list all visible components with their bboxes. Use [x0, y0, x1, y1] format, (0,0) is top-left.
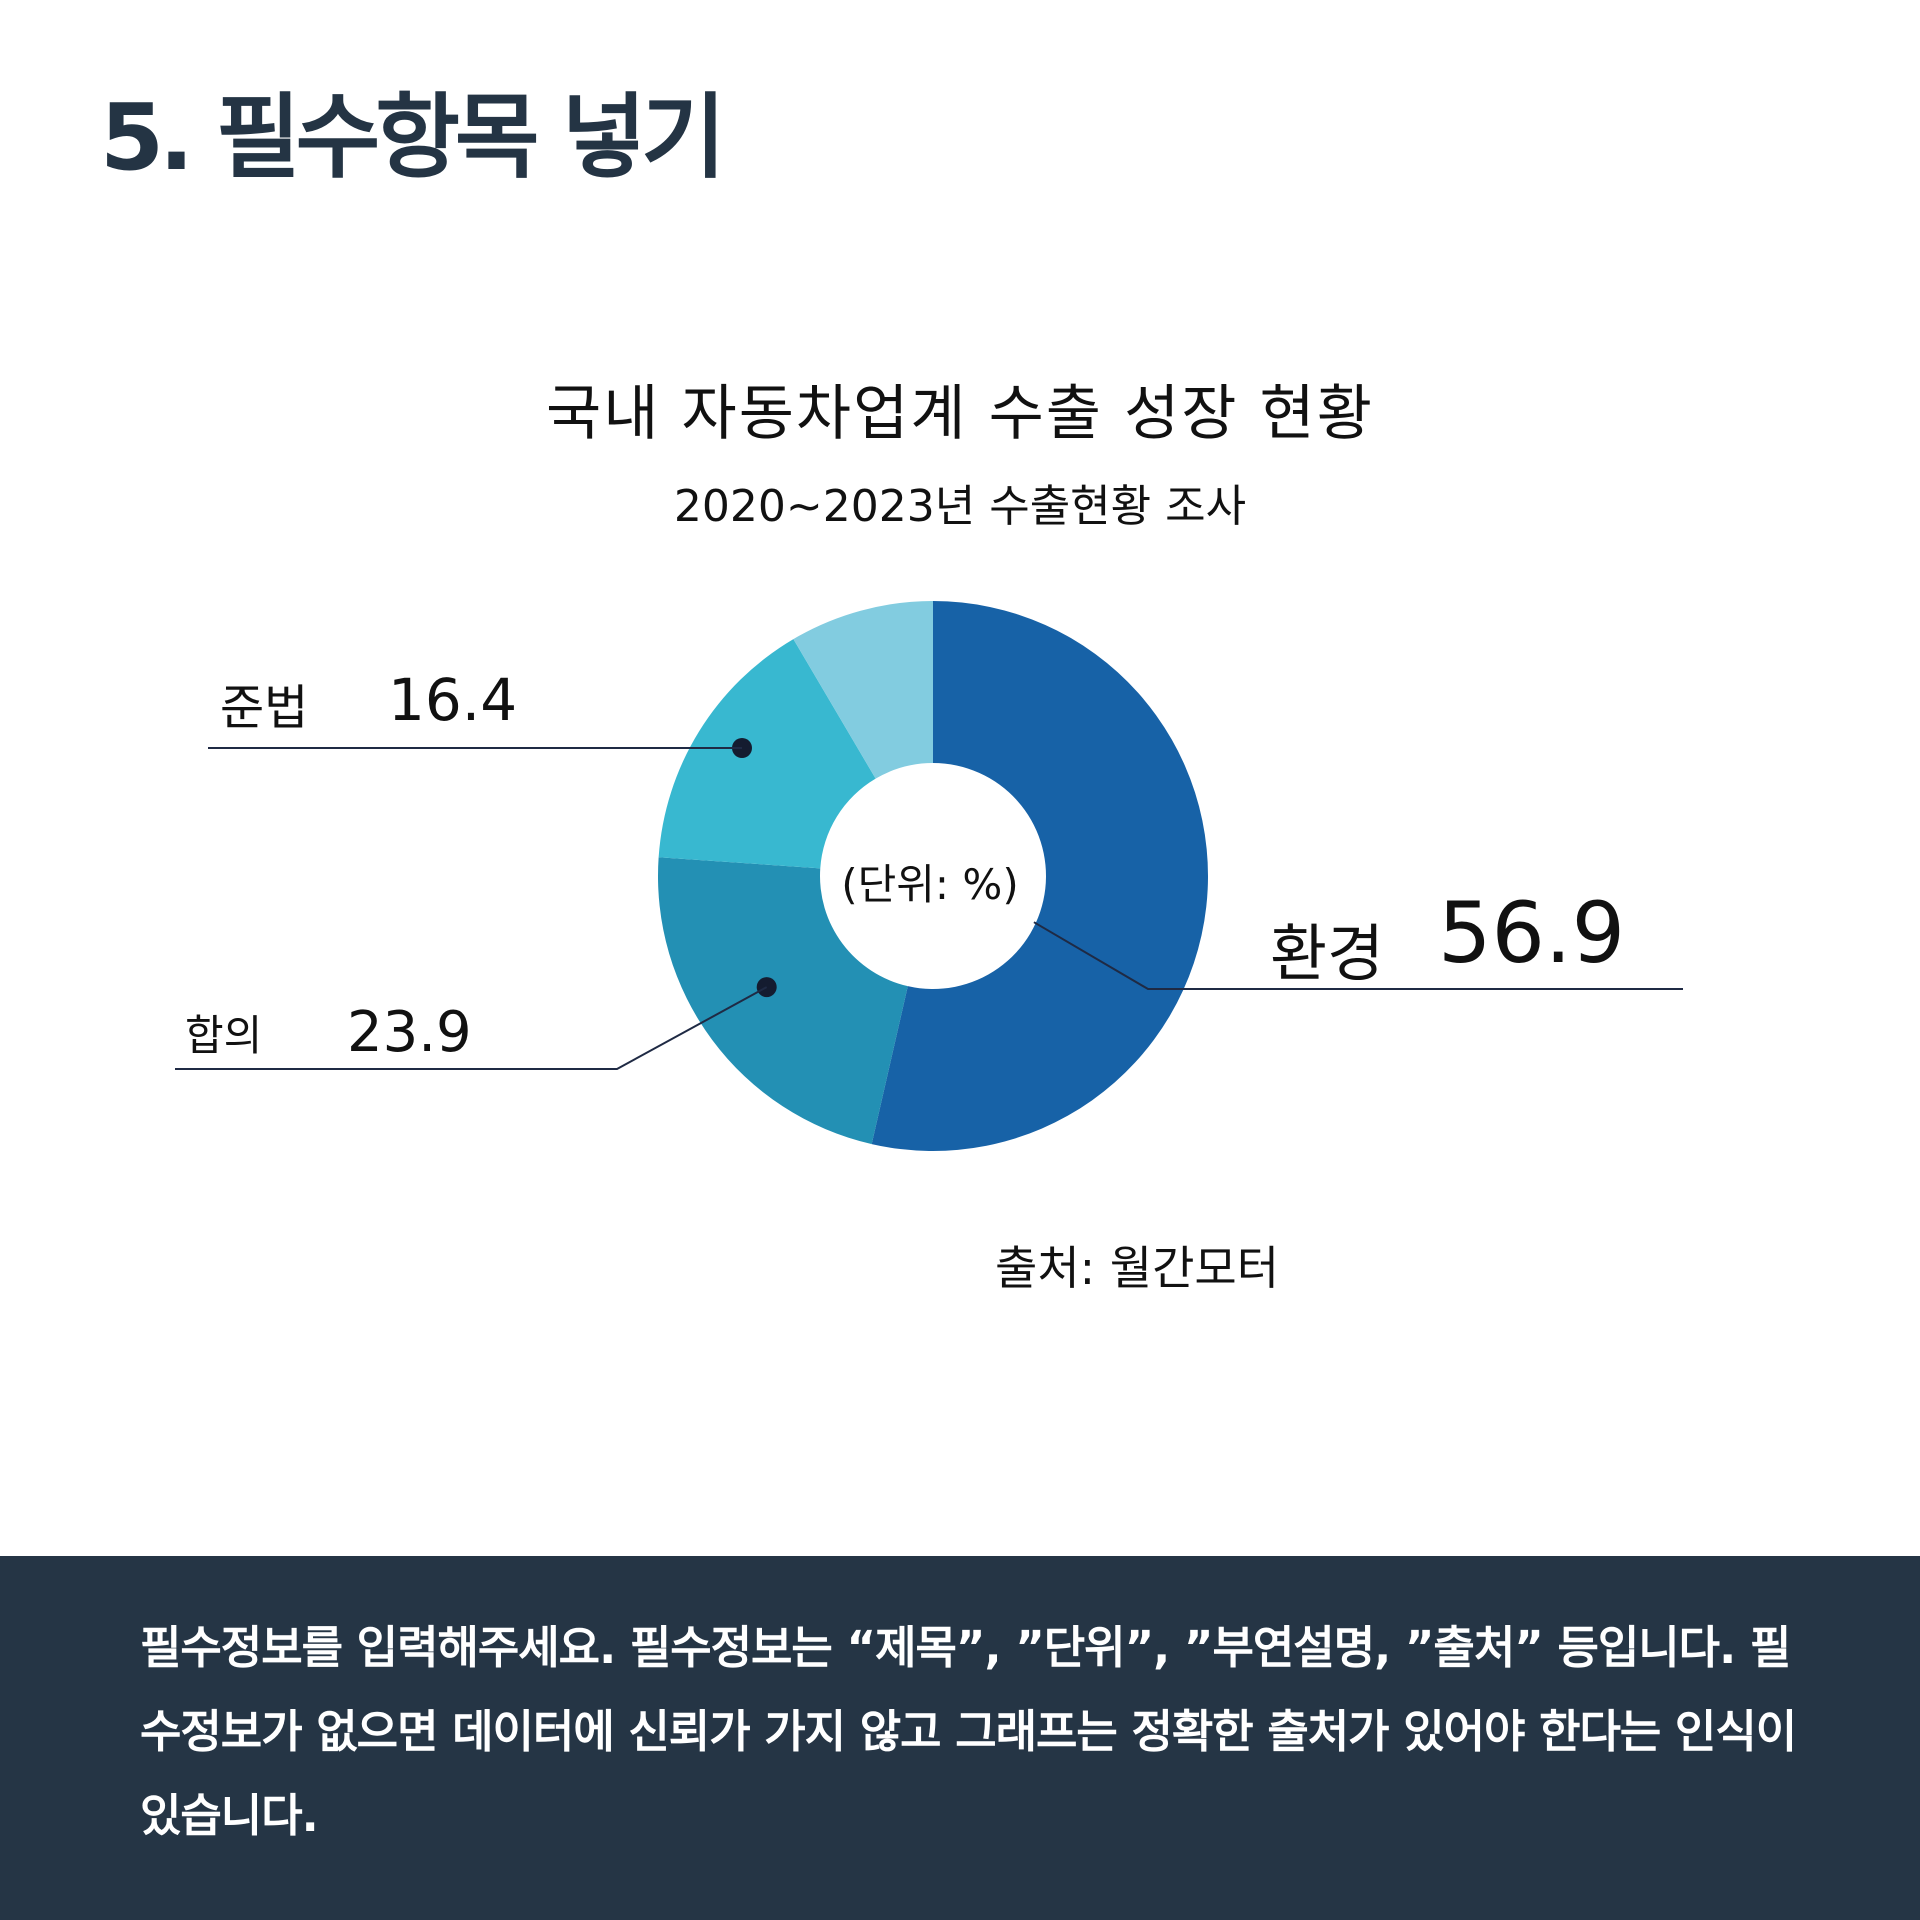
- footer-description: 필수정보를 입력해주세요. 필수정보는 “제목”, ”단위”, ”부연설명, ”…: [140, 1621, 1797, 1842]
- slice-hapui: [658, 857, 908, 1145]
- slice-label-name-hapui: 합의: [185, 1011, 263, 1060]
- chart-source: 출처: 월간모터: [995, 1241, 1280, 1295]
- chart-slices: [658, 601, 1209, 1152]
- chart-callouts: [175, 738, 1683, 1070]
- chart-title: 국내 자동차업계 수출 성장 현황: [546, 379, 1374, 449]
- slice-label-value-hapui: 23.9: [347, 1000, 472, 1065]
- slice-label-name-hwangyeong: 환경: [1270, 917, 1385, 990]
- callout-line-hapui: [175, 986, 768, 1070]
- chart-subtitle: 2020~2023년 수출현황 조사: [673, 481, 1247, 532]
- slice-label-value-hwangyeong: 56.9: [1438, 884, 1626, 982]
- slice-hwangyeong: [871, 601, 1209, 1152]
- slice-label-value-junbeop: 16.4: [388, 666, 518, 734]
- slice-other: [793, 601, 933, 779]
- slice-label-name-junbeop: 준법: [220, 680, 309, 736]
- page-heading: 5. 필수항목 넣기: [100, 84, 726, 191]
- callout-line-hwangyeong: [1033, 921, 1683, 990]
- footer-panel: 필수정보를 입력해주세요. 필수정보는 “제목”, ”단위”, ”부연설명, ”…: [0, 1556, 1920, 1920]
- slice-junbeop: [658, 639, 876, 869]
- unit-label: (단위: %): [841, 860, 1019, 909]
